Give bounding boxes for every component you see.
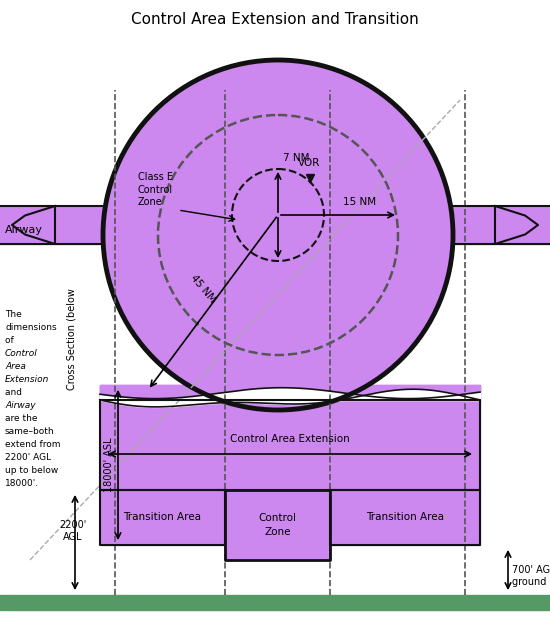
Bar [100, 490, 225, 545]
Bar [100, 385, 480, 399]
Text: 45 NM: 45 NM [188, 273, 217, 304]
Text: Transition Area: Transition Area [124, 512, 201, 522]
Bar [453, 206, 550, 244]
Text: of: of [5, 336, 16, 345]
Text: Control
Zone: Control Zone [258, 514, 296, 537]
Text: Cross Section (below: Cross Section (below [67, 288, 77, 390]
Text: 700' AGL: 700' AGL [512, 565, 550, 575]
Text: 18000'.: 18000'. [5, 479, 39, 488]
Text: Class E
Control
Zone: Class E Control Zone [138, 172, 173, 207]
Text: 15 NM: 15 NM [343, 197, 376, 207]
Text: ground level: ground level [512, 577, 550, 587]
Text: 2200' AGL: 2200' AGL [5, 453, 51, 462]
Polygon shape [12, 206, 55, 244]
Text: Airway: Airway [5, 225, 43, 235]
Text: are the: are the [5, 414, 37, 423]
Text: VOR: VOR [298, 158, 320, 168]
Bar [0, 206, 103, 244]
Text: and: and [5, 388, 25, 397]
Bar [0, 595, 550, 610]
Text: The: The [5, 310, 22, 319]
Text: up to below: up to below [5, 466, 58, 475]
Bar [100, 400, 480, 490]
Text: Control Area Extension: Control Area Extension [230, 434, 350, 444]
Text: dimensions: dimensions [5, 323, 57, 332]
Text: same–both: same–both [5, 427, 54, 436]
Text: Area: Area [5, 362, 26, 371]
Bar [225, 490, 330, 560]
Text: Extension: Extension [5, 375, 50, 384]
Bar [100, 386, 480, 402]
Text: Control: Control [5, 349, 38, 358]
Text: Airway: Airway [5, 401, 36, 410]
Text: 18000' ASL: 18000' ASL [104, 438, 114, 492]
Polygon shape [495, 206, 538, 244]
Circle shape [103, 60, 453, 410]
Text: 2200'
AGL: 2200' AGL [59, 520, 87, 542]
Text: 7 NM: 7 NM [283, 153, 310, 163]
Text: extend from: extend from [5, 440, 60, 449]
Text: Transition Area: Transition Area [366, 512, 444, 522]
Text: Control Area Extension and Transition: Control Area Extension and Transition [131, 12, 419, 27]
Bar [330, 490, 480, 545]
